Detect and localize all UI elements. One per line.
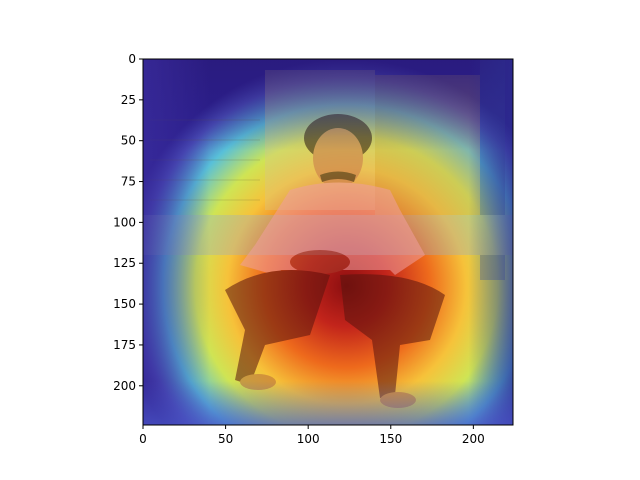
y-tick-label: 0 — [128, 52, 136, 66]
axes-frame — [142, 58, 514, 426]
y-tick-label: 100 — [113, 215, 136, 229]
x-tick-label: 0 — [139, 432, 147, 446]
y-tick-label: 200 — [113, 379, 136, 393]
x-tick-label: 200 — [462, 432, 485, 446]
y-tick-label: 75 — [121, 175, 136, 189]
x-tick-label: 150 — [379, 432, 402, 446]
y-axis: 0 25 50 75 100 125 150 175 200 — [113, 52, 143, 393]
y-tick-label: 175 — [113, 338, 136, 352]
y-tick-label: 25 — [121, 93, 136, 107]
heatmap-image — [143, 59, 513, 425]
x-tick-label: 50 — [218, 432, 233, 446]
x-tick-label: 100 — [297, 432, 320, 446]
y-tick-label: 150 — [113, 297, 136, 311]
y-tick-label: 50 — [121, 134, 136, 148]
x-axis: 0 50 100 150 200 — [139, 425, 485, 446]
y-tick-label: 125 — [113, 256, 136, 270]
